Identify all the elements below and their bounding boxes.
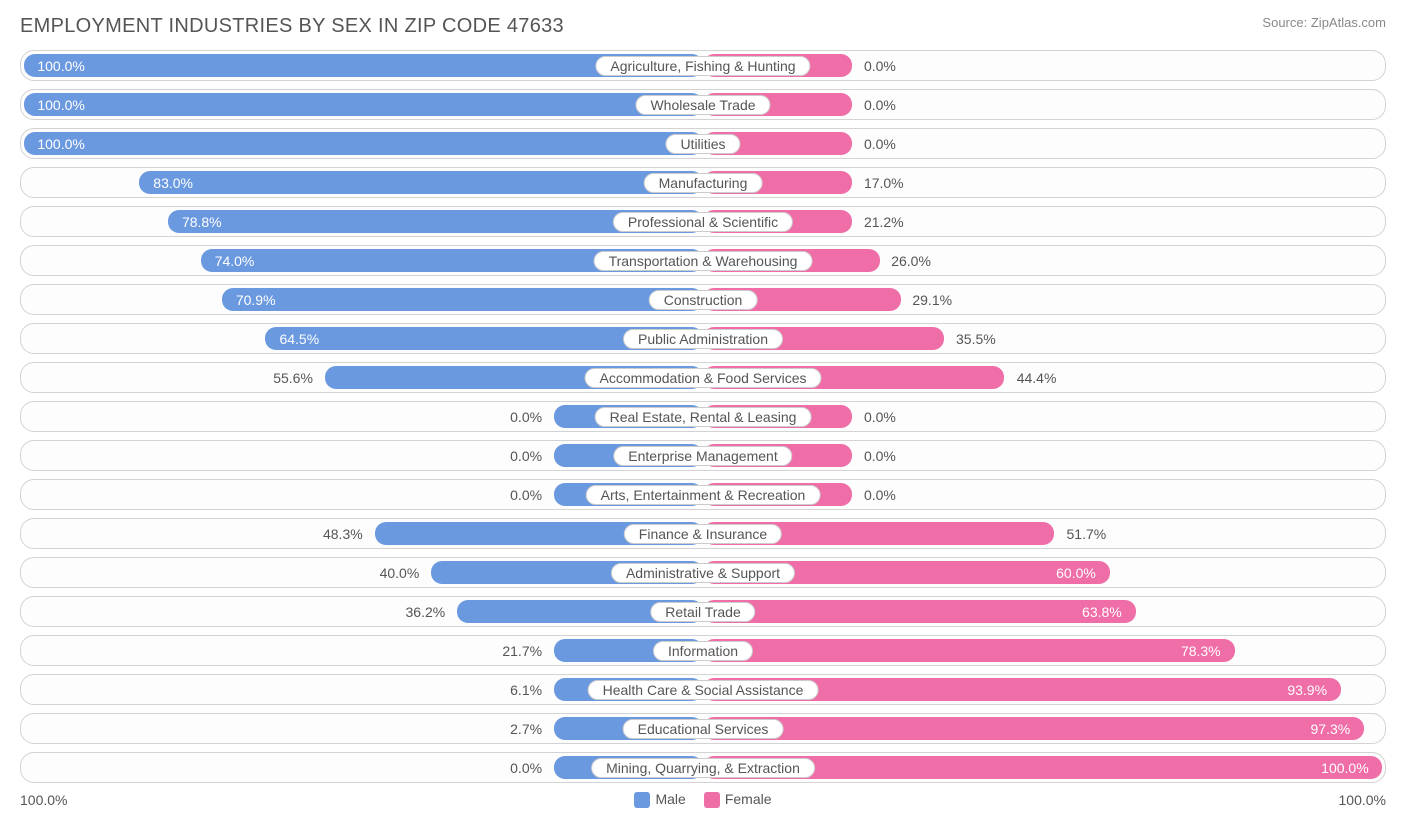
value-label-male: 21.7% [502,643,542,659]
chart-row: Arts, Entertainment & Recreation 0.0% 0.0% [20,479,1386,510]
category-label: Mining, Quarrying, & Extraction [591,758,815,778]
legend-center: Male Female [634,791,771,808]
chart-row: Manufacturing 83.0% 17.0% [20,167,1386,198]
swatch-female [704,792,720,808]
value-label-female: 100.0% [1321,760,1368,776]
chart-row: Mining, Quarrying, & Extraction 0.0% 100.0… [20,752,1386,783]
axis-left-label: 100.0% [20,792,67,808]
value-label-male: 48.3% [323,526,363,542]
category-label: Administrative & Support [611,563,795,583]
bar-male [24,132,703,155]
value-label-female: 63.8% [1082,604,1122,620]
source-label: Source: [1262,15,1307,30]
category-label: Wholesale Trade [635,95,770,115]
value-label-female: 60.0% [1056,565,1096,581]
value-label-female: 44.4% [1017,370,1057,386]
category-label: Finance & Insurance [624,524,782,544]
chart-row: Educational Services 2.7% 97.3% [20,713,1386,744]
chart-row: Construction 70.9% 29.1% [20,284,1386,315]
value-label-female: 0.0% [864,487,896,503]
value-label-female: 21.2% [864,214,904,230]
legend-item-female: Female [704,791,772,808]
chart-source: Source: ZipAtlas.com [1262,15,1386,30]
chart-row: Real Estate, Rental & Leasing 0.0% 0.0% [20,401,1386,432]
category-label: Arts, Entertainment & Recreation [586,485,821,505]
bar-male [139,171,703,194]
chart-row: Health Care & Social Assistance 6.1% 93.9% [20,674,1386,705]
value-label-male: 100.0% [37,58,84,74]
bar-female [703,639,1235,662]
category-label: Manufacturing [644,173,763,193]
bar-female [703,600,1136,623]
swatch-male [634,792,650,808]
category-label: Utilities [665,134,740,154]
value-label-female: 0.0% [864,97,896,113]
value-label-male: 0.0% [510,760,542,776]
category-label: Retail Trade [650,602,755,622]
legend-label-female: Female [725,791,772,807]
value-label-female: 17.0% [864,175,904,191]
category-label: Health Care & Social Assistance [588,680,819,700]
legend-label-male: Male [655,791,685,807]
chart-row: Enterprise Management 0.0% 0.0% [20,440,1386,471]
value-label-male: 55.6% [273,370,313,386]
chart-row: Information 21.7% 78.3% [20,635,1386,666]
chart-row: Accommodation & Food Services 55.6% 44.4% [20,362,1386,393]
category-label: Transportation & Warehousing [594,251,813,271]
legend-item-male: Male [634,791,685,808]
value-label-male: 78.8% [182,214,222,230]
value-label-male: 2.7% [510,721,542,737]
bar-male [24,93,703,116]
value-label-female: 0.0% [864,409,896,425]
category-label: Educational Services [623,719,784,739]
chart-row: Finance & Insurance 48.3% 51.7% [20,518,1386,549]
category-label: Enterprise Management [613,446,792,466]
value-label-female: 26.0% [891,253,931,269]
chart-legend: 100.0% Male Female 100.0% [20,791,1386,808]
value-label-female: 93.9% [1287,682,1327,698]
value-label-male: 70.9% [236,292,276,308]
value-label-male: 0.0% [510,409,542,425]
category-label: Agriculture, Fishing & Hunting [595,56,810,76]
value-label-female: 0.0% [864,58,896,74]
value-label-male: 74.0% [215,253,255,269]
category-label: Real Estate, Rental & Leasing [595,407,812,427]
axis-right-label: 100.0% [1339,792,1386,808]
value-label-male: 40.0% [380,565,420,581]
value-label-male: 64.5% [279,331,319,347]
value-label-female: 0.0% [864,448,896,464]
value-label-male: 0.0% [510,448,542,464]
value-label-female: 51.7% [1067,526,1107,542]
value-label-male: 83.0% [153,175,193,191]
value-label-female: 97.3% [1311,721,1351,737]
value-label-male: 100.0% [37,136,84,152]
value-label-male: 0.0% [510,487,542,503]
value-label-male: 36.2% [406,604,446,620]
chart-row: Utilities 100.0% 0.0% [20,128,1386,159]
category-label: Construction [649,290,758,310]
value-label-male: 6.1% [510,682,542,698]
bar-male [222,288,703,311]
category-label: Professional & Scientific [613,212,793,232]
chart-row: Retail Trade 36.2% 63.8% [20,596,1386,627]
bar-female [703,717,1364,740]
value-label-male: 100.0% [37,97,84,113]
chart-title: EMPLOYMENT INDUSTRIES BY SEX IN ZIP CODE… [20,15,564,38]
category-label: Accommodation & Food Services [585,368,822,388]
value-label-female: 78.3% [1181,643,1221,659]
category-label: Information [653,641,753,661]
category-label: Public Administration [623,329,783,349]
diverging-bar-chart: Agriculture, Fishing & Hunting 100.0% 0.0%… [20,50,1386,783]
chart-row: Transportation & Warehousing 74.0% 26.0% [20,245,1386,276]
value-label-female: 35.5% [956,331,996,347]
chart-row: Public Administration 64.5% 35.5% [20,323,1386,354]
value-label-female: 29.1% [912,292,952,308]
chart-row: Administrative & Support 40.0% 60.0% [20,557,1386,588]
chart-row: Agriculture, Fishing & Hunting 100.0% 0.0% [20,50,1386,81]
chart-row: Professional & Scientific 78.8% 21.2% [20,206,1386,237]
value-label-female: 0.0% [864,136,896,152]
chart-row: Wholesale Trade 100.0% 0.0% [20,89,1386,120]
chart-header: EMPLOYMENT INDUSTRIES BY SEX IN ZIP CODE… [20,15,1386,38]
source-value: ZipAtlas.com [1311,15,1386,30]
